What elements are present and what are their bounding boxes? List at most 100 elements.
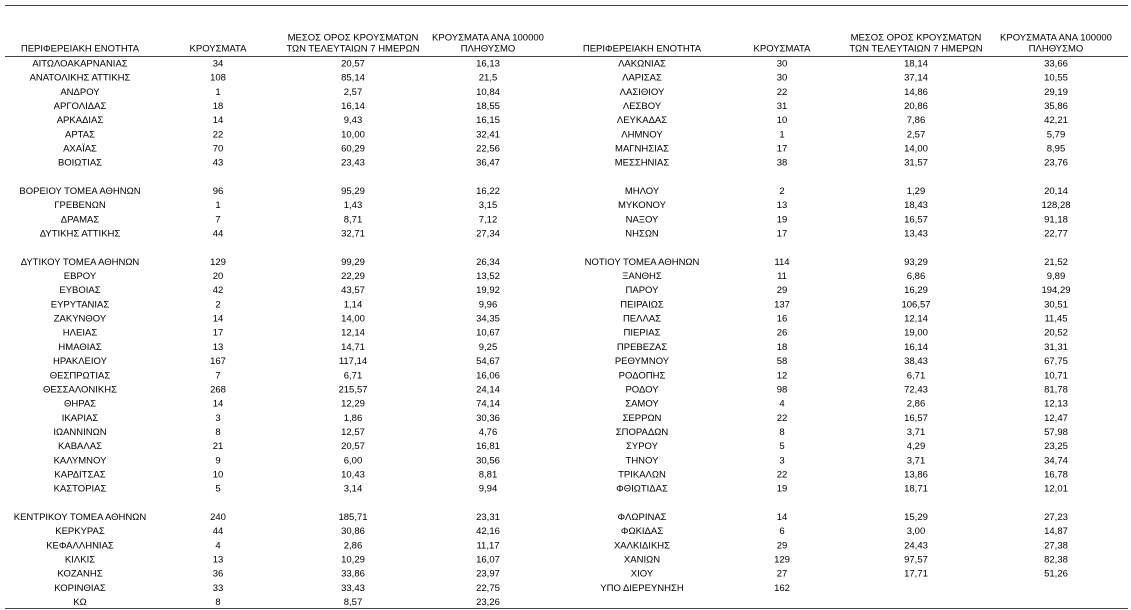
cases-per-100k: 23,25 — [1044, 441, 1068, 452]
cases-per-100k: 33,66 — [1044, 59, 1068, 70]
weekly-average: 10,43 — [341, 469, 365, 480]
column-header: ΠΕΡΙΦΕΡΕΙΑΚΗ ΕΝΟΤΗΤΑ — [21, 44, 140, 55]
cases-per-100k: 35,86 — [1044, 101, 1068, 112]
weekly-average: 72,43 — [904, 384, 928, 395]
region-name: ΝΟΤΙΟΥ ΤΟΜΕΑ ΑΘΗΝΩΝ — [585, 257, 700, 268]
weekly-average: 14,86 — [904, 87, 928, 98]
weekly-average: 20,86 — [904, 101, 928, 112]
region-name: ΝΑΞΟΥ — [626, 214, 659, 225]
cases: 44 — [213, 229, 224, 240]
cases: 2 — [215, 299, 220, 310]
cases: 7 — [215, 214, 220, 225]
region-name: ΙΚΑΡΙΑΣ — [62, 413, 99, 424]
weekly-average: 6,00 — [344, 455, 363, 466]
cases: 38 — [777, 158, 788, 169]
cases-per-100k: 23,97 — [476, 569, 500, 580]
region-name: ΠΕΛΛΑΣ — [623, 314, 661, 325]
cases: 19 — [777, 484, 788, 495]
weekly-average: 14,71 — [341, 342, 365, 353]
cases: 14 — [213, 115, 224, 126]
region-name: ΑΡΤΑΣ — [65, 129, 95, 140]
weekly-average: 13,86 — [904, 469, 928, 480]
cases: 137 — [774, 299, 790, 310]
weekly-average: 1,86 — [344, 413, 363, 424]
cases: 268 — [210, 384, 226, 395]
weekly-average: 3,14 — [344, 484, 363, 495]
region-name: ΧΑΛΚΙΔΙΚΗΣ — [614, 540, 670, 551]
cases-per-100k: 36,47 — [476, 158, 500, 169]
weekly-average: 2,57 — [907, 129, 926, 140]
region-name: ΜΕΣΣΗΝΙΑΣ — [615, 158, 670, 169]
region-name: ΑΝΑΤΟΛΙΚΗΣ ΑΤΤΙΚΗΣ — [30, 73, 131, 84]
region-name: ΙΩΑΝΝΙΝΩΝ — [53, 427, 106, 438]
cases: 129 — [210, 257, 226, 268]
cases: 22 — [777, 469, 788, 480]
column-header: ΠΕΡΙΦΕΡΕΙΑΚΗ ΕΝΟΤΗΤΑ — [583, 44, 702, 55]
cases: 44 — [213, 526, 224, 537]
cases-per-100k: 34,74 — [1044, 455, 1068, 466]
cases: 9 — [215, 455, 220, 466]
weekly-average: 6,86 — [907, 271, 926, 282]
cases: 10 — [777, 115, 788, 126]
cases-per-100k: 18,55 — [476, 101, 500, 112]
cases: 5 — [779, 441, 784, 452]
weekly-average: 16,29 — [904, 285, 928, 296]
weekly-average: 2,57 — [344, 87, 363, 98]
weekly-average: 10,00 — [341, 129, 365, 140]
region-name: ΚΑΡΔΙΤΣΑΣ — [54, 469, 105, 480]
region-name: ΛΑΚΩΝΙΑΣ — [618, 59, 666, 70]
cases: 167 — [210, 356, 226, 367]
cases: 14 — [213, 399, 224, 410]
weekly-average: 85,14 — [341, 73, 365, 84]
cases-per-100k: 21,5 — [479, 73, 498, 84]
region-name: ΚΩ — [73, 597, 86, 608]
region-name: ΚΟΖΑΝΗΣ — [57, 569, 102, 580]
region-name: ΑΡΚΑΔΙΑΣ — [57, 115, 104, 126]
region-name: ΝΗΣΩΝ — [625, 229, 659, 240]
cases-per-100k: 14,87 — [1044, 526, 1068, 537]
region-name: ΚΙΛΚΙΣ — [65, 554, 95, 565]
cases-per-100k: 9,94 — [479, 484, 498, 495]
weekly-average: 185,71 — [338, 512, 367, 523]
cases-per-100k: 12,47 — [1044, 413, 1068, 424]
cases-per-100k: 30,56 — [476, 455, 500, 466]
column-header: ΠΛΗΘΥΣΜΟ — [1029, 44, 1084, 55]
region-name: ΕΥΒΟΙΑΣ — [59, 285, 100, 296]
region-name: ΛΑΡΙΣΑΣ — [622, 73, 662, 84]
cases-per-100k: 54,67 — [476, 356, 500, 367]
cases-per-100k: 16,06 — [476, 370, 500, 381]
cases-per-100k: 21,52 — [1044, 257, 1068, 268]
cases-per-100k: 30,36 — [476, 413, 500, 424]
cases-per-100k: 22,75 — [476, 583, 500, 594]
region-name: ΚΕΡΚΥΡΑΣ — [55, 526, 105, 537]
region-name: ΕΥΡΥΤΑΝΙΑΣ — [51, 299, 110, 310]
cases-per-100k: 74,14 — [476, 399, 500, 410]
cases-per-100k: 10,55 — [1044, 73, 1068, 84]
cases: 21 — [213, 441, 224, 452]
cases: 22 — [213, 129, 224, 140]
weekly-average: 8,71 — [344, 214, 363, 225]
cases: 114 — [774, 257, 789, 268]
cases-per-100k: 32,41 — [476, 129, 500, 140]
cases: 14 — [213, 314, 224, 325]
cases: 1 — [215, 200, 220, 211]
weekly-average: 37,14 — [904, 73, 928, 84]
cases: 10 — [213, 469, 224, 480]
region-name: ΦΩΚΙΔΑΣ — [621, 526, 663, 537]
region-name: ΞΑΝΘΗΣ — [622, 271, 662, 282]
cases: 8 — [215, 427, 220, 438]
cases: 34 — [213, 59, 224, 70]
region-name: ΚΑΒΑΛΑΣ — [58, 441, 102, 452]
cases: 31 — [777, 101, 788, 112]
region-name: ΡΟΔΟΠΗΣ — [619, 370, 666, 381]
region-name: ΛΗΜΝΟΥ — [621, 129, 663, 140]
cases-per-100k: 27,34 — [476, 229, 500, 240]
cases-per-100k: 5,79 — [1047, 129, 1066, 140]
column-header: ΚΡΟΥΣΜΑΤΑ ΑΝΑ 100000 — [1000, 33, 1112, 44]
weekly-average: 13,43 — [904, 229, 928, 240]
cases-per-100k: 10,67 — [476, 328, 500, 339]
cases: 11 — [777, 271, 787, 282]
region-name: ΑΡΓΟΛΙΔΑΣ — [54, 101, 107, 112]
cases-per-100k: 22,56 — [476, 144, 500, 155]
cases-per-100k: 9,96 — [479, 299, 498, 310]
